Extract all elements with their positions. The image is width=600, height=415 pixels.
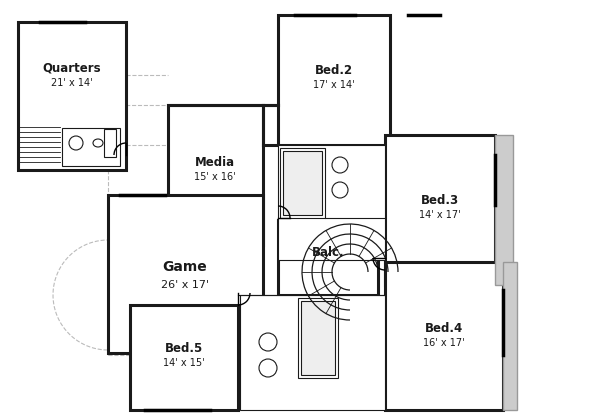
Text: Bed.4: Bed.4: [425, 322, 463, 334]
Bar: [385, 135, 495, 285]
Bar: [503, 262, 517, 410]
Bar: [283, 151, 322, 215]
Bar: [298, 298, 338, 378]
Bar: [278, 220, 378, 295]
Text: 14' x 15': 14' x 15': [163, 358, 205, 368]
Bar: [385, 262, 503, 410]
Text: Quarters: Quarters: [43, 61, 101, 75]
Text: 14' x 17': 14' x 17': [419, 210, 461, 220]
Bar: [278, 145, 385, 260]
Text: Bed.3: Bed.3: [421, 193, 459, 207]
Bar: [278, 15, 390, 145]
Bar: [62, 128, 120, 166]
Bar: [301, 301, 335, 375]
Text: Game: Game: [163, 260, 208, 274]
Bar: [108, 195, 263, 353]
Text: 26' x 17': 26' x 17': [161, 280, 209, 290]
Text: 17' x 14': 17' x 14': [313, 80, 355, 90]
Bar: [130, 305, 238, 410]
Text: Media: Media: [195, 156, 235, 168]
Bar: [495, 135, 513, 285]
Bar: [280, 148, 325, 218]
Text: Balc.: Balc.: [311, 246, 344, 259]
Bar: [240, 295, 385, 410]
Bar: [104, 129, 116, 157]
Bar: [18, 22, 126, 170]
Text: 16' x 17': 16' x 17': [423, 338, 465, 348]
Text: Bed.5: Bed.5: [165, 342, 203, 354]
Bar: [168, 105, 263, 245]
Text: 21' x 14': 21' x 14': [51, 78, 93, 88]
Text: Bed.2: Bed.2: [315, 63, 353, 76]
Text: 15' x 16': 15' x 16': [194, 172, 236, 182]
